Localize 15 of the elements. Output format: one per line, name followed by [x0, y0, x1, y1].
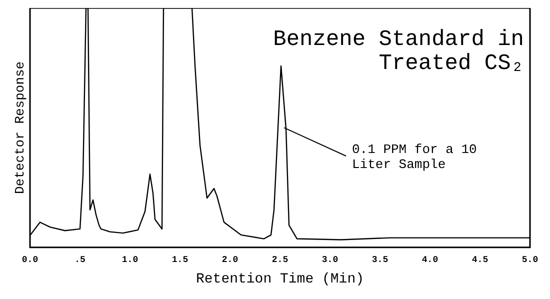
y-axis-title: Detector Response: [12, 61, 28, 194]
annotation: 0.1 PPM for a 10 Liter Sample: [352, 142, 477, 172]
x-tick-label: 0.0: [22, 255, 38, 266]
x-tick-label: .5: [74, 255, 86, 266]
x-tick-label: 3.0: [322, 255, 338, 266]
x-tick-label: 1.0: [122, 255, 138, 266]
x-tick-label: 2.0: [222, 255, 238, 266]
x-axis-title: Retention Time (Min): [196, 271, 364, 288]
x-tick-label: 3.5: [372, 255, 388, 266]
x-tick-label: 2.5: [272, 255, 288, 266]
x-tick-label: 4.5: [472, 255, 488, 266]
x-tick-label: 1.5: [172, 255, 188, 266]
x-tick-label: 5.0: [522, 255, 538, 266]
text: Benzene Standard in Treated CS₂: [273, 26, 524, 76]
x-tick-label: 4.0: [422, 255, 438, 266]
